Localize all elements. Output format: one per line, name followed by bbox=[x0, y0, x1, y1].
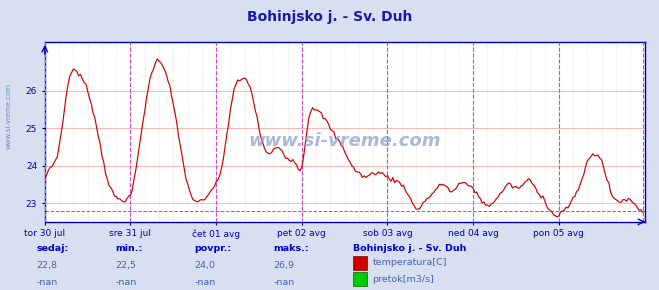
Text: 24,0: 24,0 bbox=[194, 261, 215, 270]
Text: 22,5: 22,5 bbox=[115, 261, 136, 270]
Text: sedaj:: sedaj: bbox=[36, 244, 69, 253]
Text: -nan: -nan bbox=[36, 278, 57, 287]
Text: -nan: -nan bbox=[273, 278, 295, 287]
Text: Bohinjsko j. - Sv. Duh: Bohinjsko j. - Sv. Duh bbox=[353, 244, 466, 253]
Text: min.:: min.: bbox=[115, 244, 142, 253]
Text: www.si-vreme.com: www.si-vreme.com bbox=[5, 83, 11, 149]
Text: 22,8: 22,8 bbox=[36, 261, 57, 270]
Text: maks.:: maks.: bbox=[273, 244, 309, 253]
Text: pretok[m3/s]: pretok[m3/s] bbox=[372, 275, 434, 284]
Text: 26,9: 26,9 bbox=[273, 261, 295, 270]
Text: -nan: -nan bbox=[194, 278, 215, 287]
Text: temperatura[C]: temperatura[C] bbox=[372, 258, 447, 267]
Text: www.si-vreme.com: www.si-vreme.com bbox=[248, 132, 441, 150]
Text: -nan: -nan bbox=[115, 278, 136, 287]
Text: povpr.:: povpr.: bbox=[194, 244, 231, 253]
Text: Bohinjsko j. - Sv. Duh: Bohinjsko j. - Sv. Duh bbox=[247, 10, 412, 24]
